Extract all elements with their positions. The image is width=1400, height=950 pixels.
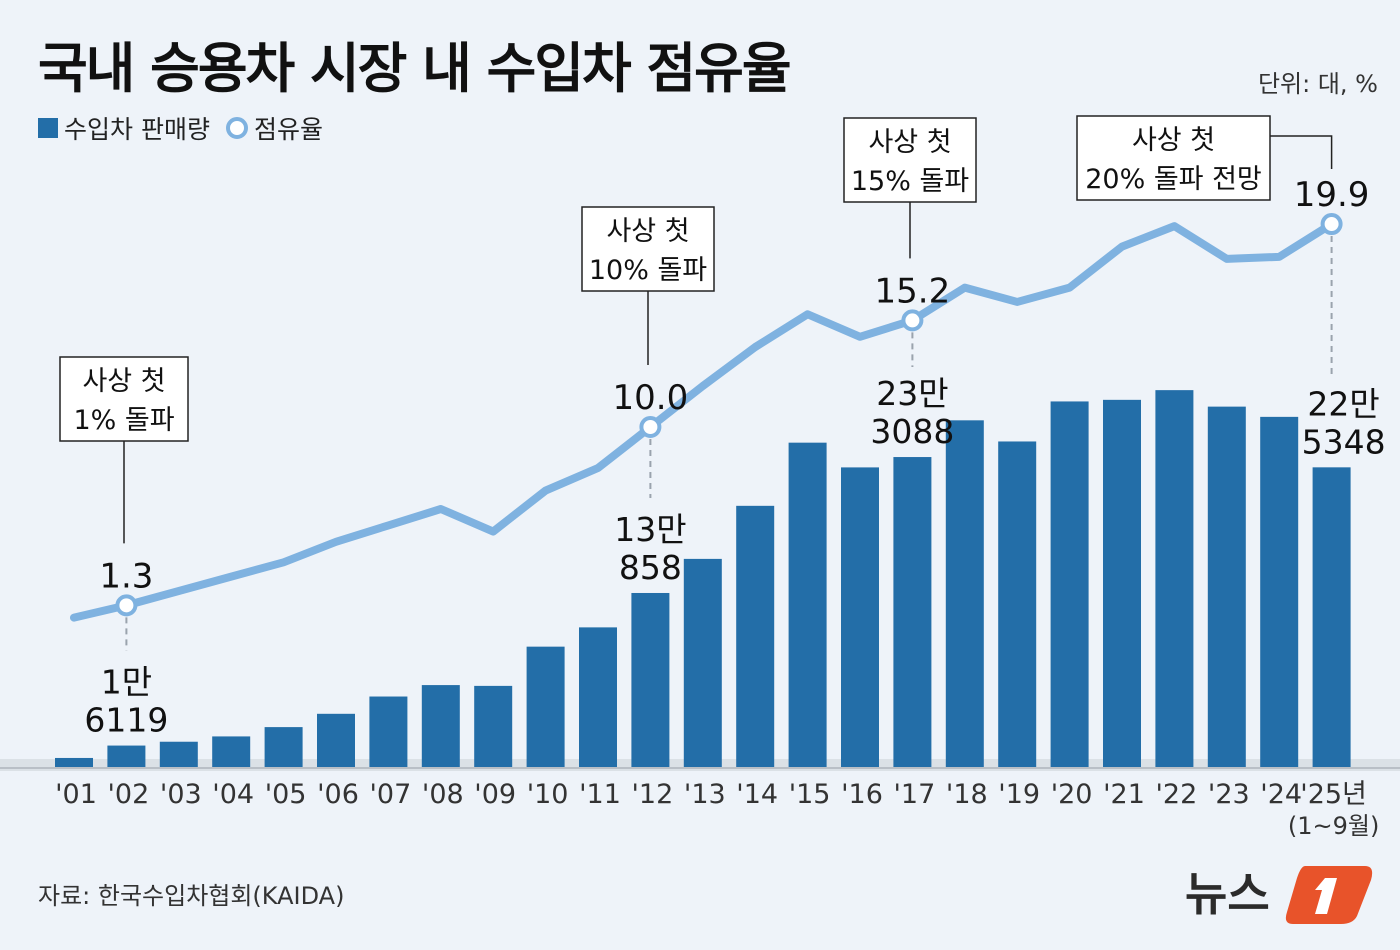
bar-23	[1207, 406, 1246, 767]
news1-logo: 뉴스	[1185, 866, 1373, 924]
annotation-line1: 사상 첫	[1132, 125, 1215, 156]
share-point-marker	[639, 416, 662, 438]
bar-02	[107, 745, 146, 767]
x-tick-label: '10	[527, 779, 569, 810]
bar-16	[841, 467, 879, 767]
x-tick-label: '05	[265, 779, 307, 810]
x-tick-label: '19	[998, 779, 1040, 810]
annotation-leader	[1270, 135, 1333, 170]
bar-06	[317, 713, 355, 767]
bar-11	[579, 627, 617, 767]
bar-19	[998, 441, 1037, 767]
x-tick-label: '06	[317, 779, 359, 810]
annotation-line1: 사상 첫	[606, 216, 689, 247]
x-tick-label: '13	[684, 779, 726, 810]
annotation-line1: 사상 첫	[82, 366, 165, 397]
x-tick-label: '21	[1103, 779, 1145, 810]
x-tick-label: '18	[946, 779, 988, 810]
x-tick-label: '08	[422, 779, 464, 810]
annotation-line2: 20% 돌파 전망	[1085, 164, 1262, 195]
bar-value-label-line2: 858	[619, 548, 682, 587]
bar-value-label-line1: 23만	[876, 374, 948, 413]
bar-04	[212, 736, 251, 767]
annotation-line2: 1% 돌파	[73, 405, 174, 436]
annotation-box	[581, 206, 715, 292]
x-tick-label: '09	[474, 779, 516, 810]
x-tick-label: '25년	[1300, 779, 1367, 810]
bar-12	[631, 592, 670, 767]
x-tick-label: '01	[55, 779, 97, 810]
share-value-label: 15.2	[875, 271, 951, 311]
bar-18	[945, 420, 984, 767]
bar-value-label-line1: 22만	[1307, 384, 1379, 423]
x-tick-label: '12	[632, 779, 674, 810]
bar-22	[1155, 390, 1194, 767]
x-tick-label: '16	[841, 779, 883, 810]
x-tick-label: '04	[212, 779, 254, 810]
bar-25	[1312, 467, 1351, 767]
x-tick-label: '02	[108, 779, 150, 810]
annotation-line1: 사상 첫	[868, 127, 951, 158]
bar-value-label-line1: 1만	[101, 663, 152, 702]
bar-09	[474, 685, 513, 767]
annotation-box	[1076, 115, 1271, 201]
bar-14	[736, 505, 775, 767]
bar-20	[1050, 401, 1089, 767]
share-point-marker	[901, 309, 924, 332]
share-point-marker	[1320, 213, 1343, 236]
bar-15	[788, 442, 827, 767]
x-tick-label: '14	[736, 779, 778, 810]
legend-bar-label: 수입차 판매량	[64, 115, 210, 144]
x-tick-label: '11	[579, 779, 621, 810]
bar-value-label-line1: 13만	[614, 510, 686, 549]
share-line	[70, 220, 1336, 622]
x-tick-label: '24	[1260, 779, 1302, 810]
bar-05	[264, 727, 303, 767]
bar-08	[421, 685, 460, 767]
x-tick-label: '03	[160, 779, 202, 810]
bar-value-label-line2: 3088	[870, 412, 954, 451]
share-value-label: 10.0	[613, 378, 689, 418]
bar-10	[526, 646, 565, 767]
x-tick-label: '07	[370, 779, 412, 810]
bar-13	[683, 558, 722, 767]
x-tick-label: '22	[1156, 779, 1198, 810]
bar-24	[1260, 416, 1299, 767]
bar-21	[1103, 399, 1141, 767]
annotation-line2: 10% 돌파	[589, 255, 707, 286]
share-value-label: 19.9	[1294, 175, 1370, 215]
legend-line-marker	[225, 117, 248, 139]
x-tick-label: '17	[894, 779, 936, 810]
chart-canvas: '01 '02 '03 '04 '05 '06 '07 '08 '09 '10 '11 '12 '13 '…	[0, 115, 1400, 840]
bar-value-label-line2: 5348	[1302, 422, 1386, 461]
legend-bar-swatch	[38, 118, 58, 138]
bar-03	[159, 741, 198, 767]
bar-value-label-line2: 6119	[84, 701, 168, 740]
share-value-label: 1.3	[99, 556, 153, 596]
x-tick-note: (1~9월)	[1288, 812, 1379, 840]
bar-17	[893, 457, 932, 767]
unit-label: 단위: 대, %	[1257, 70, 1378, 98]
legend: 수입차 판매량 점유율	[38, 110, 323, 146]
annotation-box	[59, 356, 189, 442]
share-point-marker	[115, 594, 138, 617]
x-tick-label: '15	[789, 779, 831, 810]
source-note: 자료: 한국수입차협회(KAIDA)	[38, 882, 345, 910]
svg-text:뉴스: 뉴스	[1185, 867, 1270, 921]
annotation-line2: 15% 돌파	[851, 166, 969, 197]
annotation-box	[843, 117, 977, 203]
legend-line-label: 점유율	[253, 115, 323, 144]
chart-title: 국내 승용차 시장 내 수입차 점유율	[38, 37, 792, 100]
x-tick-label: '20	[1051, 779, 1093, 810]
bar-01	[55, 757, 93, 767]
x-tick-label: '23	[1208, 779, 1250, 810]
bar-07	[369, 696, 408, 767]
